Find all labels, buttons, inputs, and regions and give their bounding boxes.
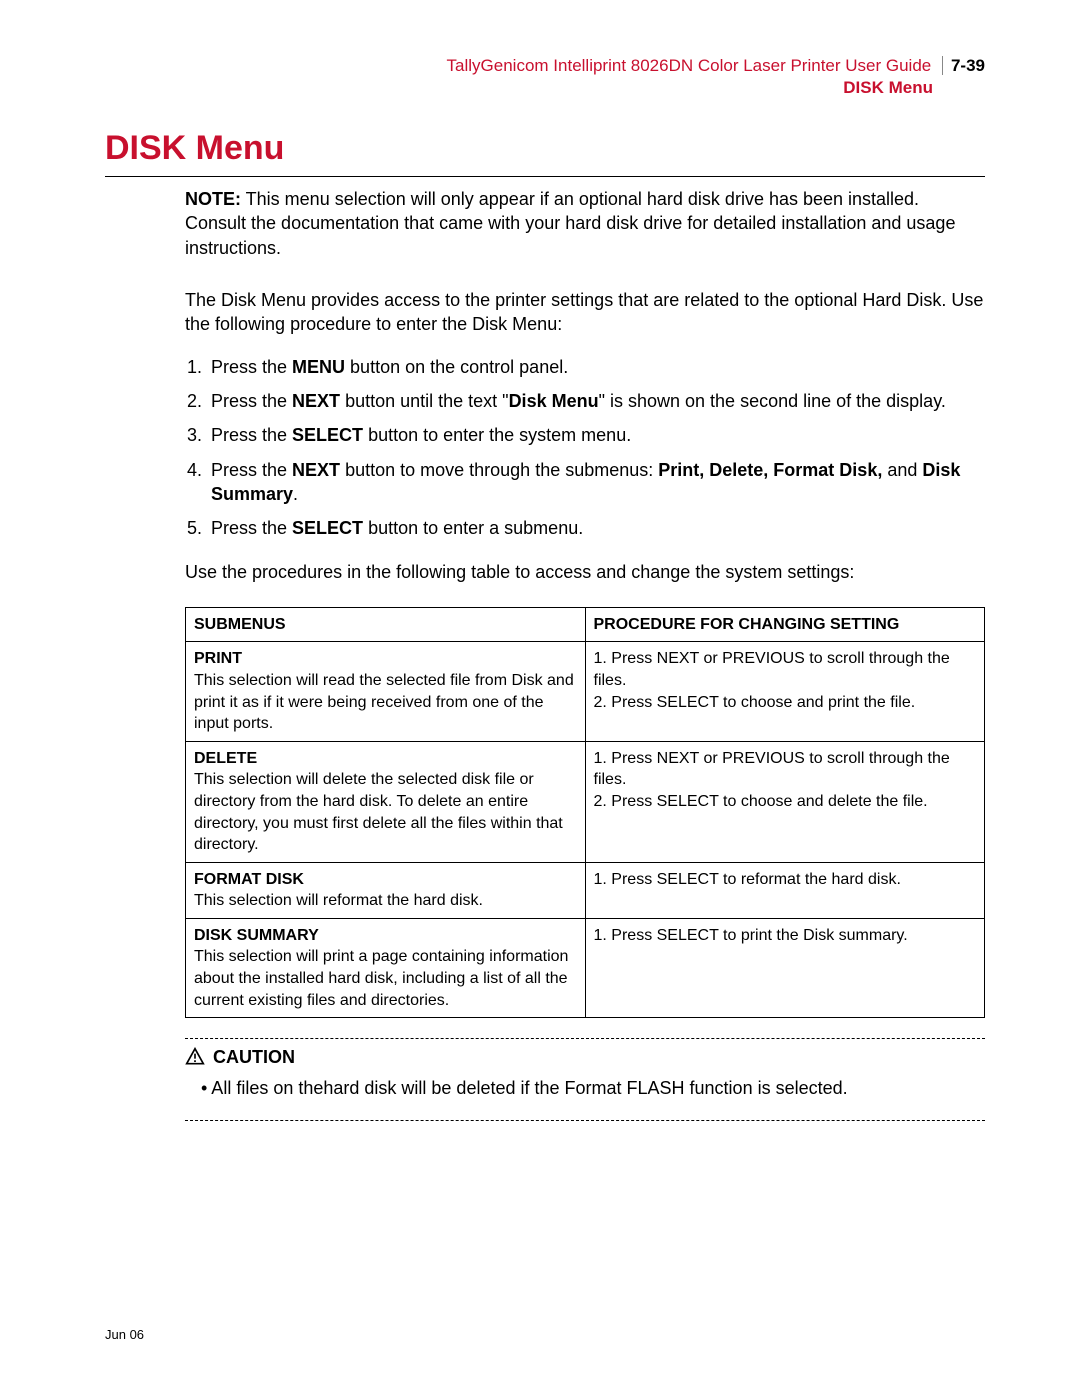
submenu-title: PRINT xyxy=(194,648,577,670)
header-page-number: 7-39 xyxy=(942,56,985,75)
caution-label: CAUTION xyxy=(213,1045,295,1069)
warning-icon xyxy=(185,1047,205,1067)
settings-table: SUBMENUS PROCEDURE FOR CHANGING SETTING … xyxy=(185,607,985,1019)
note-block: NOTE: This menu selection will only appe… xyxy=(185,187,985,260)
step-3: Press the SELECT button to enter the sys… xyxy=(207,423,985,447)
submenu-desc: This selection will reformat the hard di… xyxy=(194,890,577,912)
intro-text: The Disk Menu provides access to the pri… xyxy=(185,288,985,337)
submenu-title: FORMAT DISK xyxy=(194,869,577,891)
page-header: TallyGenicom Intelliprint 8026DN Color L… xyxy=(105,55,985,99)
caution-heading: CAUTION xyxy=(185,1045,985,1069)
step-1: Press the MENU button on the control pan… xyxy=(207,355,985,379)
steps-list: Press the MENU button on the control pan… xyxy=(185,355,985,541)
submenu-proc: 1. Press SELECT to reformat the hard dis… xyxy=(585,862,985,918)
table-row: PRINT This selection will read the selec… xyxy=(186,642,985,741)
submenu-title: DISK SUMMARY xyxy=(194,925,577,947)
title-rule xyxy=(105,176,985,177)
note-text: This menu selection will only appear if … xyxy=(185,189,955,258)
table-header-submenus: SUBMENUS xyxy=(186,607,586,642)
page-title: DISK Menu xyxy=(105,129,985,168)
step-2: Press the NEXT button until the text "Di… xyxy=(207,389,985,413)
post-list-text: Use the procedures in the following tabl… xyxy=(185,560,985,584)
header-section-title: DISK Menu xyxy=(447,77,985,99)
submenu-proc: 1. Press NEXT or PREVIOUS to scroll thro… xyxy=(585,642,985,741)
caution-rule-top xyxy=(185,1038,985,1039)
header-guide-title: TallyGenicom Intelliprint 8026DN Color L… xyxy=(447,56,932,75)
table-row: DELETE This selection will delete the se… xyxy=(186,741,985,862)
submenu-desc: This selection will read the selected fi… xyxy=(194,670,577,735)
submenu-title: DELETE xyxy=(194,748,577,770)
footer-date: Jun 06 xyxy=(105,1327,144,1342)
table-row: FORMAT DISK This selection will reformat… xyxy=(186,862,985,918)
submenu-desc: This selection will print a page contain… xyxy=(194,946,577,1011)
step-4: Press the NEXT button to move through th… xyxy=(207,458,985,507)
table-row: DISK SUMMARY This selection will print a… xyxy=(186,918,985,1017)
submenu-proc: 1. Press SELECT to print the Disk summar… xyxy=(585,918,985,1017)
submenu-desc: This selection will delete the selected … xyxy=(194,769,577,855)
table-header-procedure: PROCEDURE FOR CHANGING SETTING xyxy=(585,607,985,642)
caution-rule-bottom xyxy=(185,1120,985,1121)
step-5: Press the SELECT button to enter a subme… xyxy=(207,516,985,540)
submenu-proc: 1. Press NEXT or PREVIOUS to scroll thro… xyxy=(585,741,985,862)
note-label: NOTE: xyxy=(185,189,241,209)
caution-bullet: • All files on thehard disk will be dele… xyxy=(201,1076,985,1100)
